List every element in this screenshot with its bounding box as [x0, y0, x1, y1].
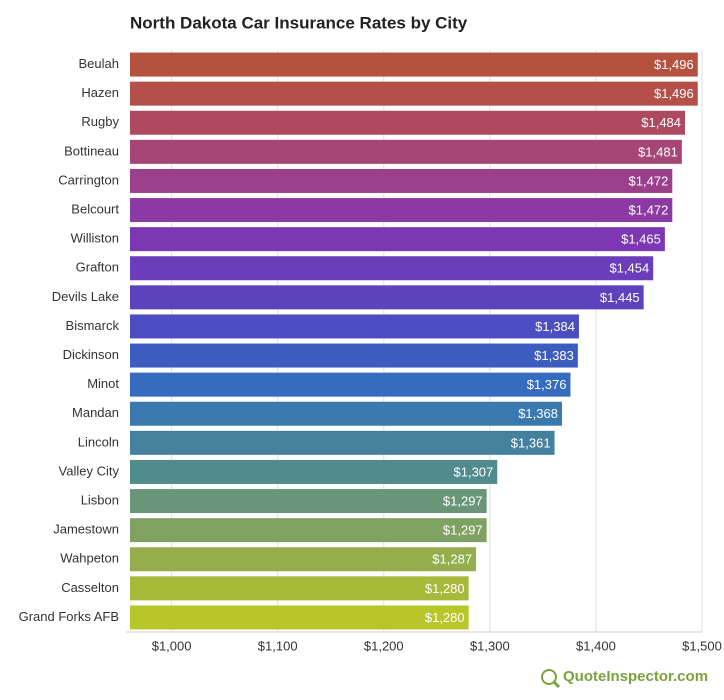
y-tick-label: Minot [87, 376, 119, 391]
y-tick-label: Williston [71, 231, 119, 246]
y-tick-label: Grand Forks AFB [19, 609, 119, 624]
bar [130, 401, 562, 426]
bar [130, 372, 571, 397]
y-tick-label: Jamestown [53, 522, 119, 537]
bar [130, 518, 487, 543]
bar [130, 168, 673, 193]
y-tick-label: Grafton [76, 260, 119, 275]
bar [130, 547, 477, 572]
value-label: $1,376 [527, 377, 567, 392]
value-label: $1,472 [629, 202, 669, 217]
value-label: $1,280 [425, 581, 465, 596]
y-tick-label: Belcourt [71, 201, 119, 216]
value-label: $1,445 [600, 290, 640, 305]
value-label: $1,307 [454, 464, 494, 479]
value-label: $1,496 [654, 86, 694, 101]
value-label: $1,280 [425, 610, 465, 625]
bar [130, 81, 698, 106]
x-tick-label: $1,300 [470, 638, 510, 653]
bar [130, 110, 686, 135]
value-label: $1,472 [629, 173, 669, 188]
value-label: $1,454 [609, 261, 649, 276]
y-tick-label: Beulah [79, 56, 119, 71]
bar [130, 489, 487, 514]
bar [130, 256, 654, 281]
value-label: $1,496 [654, 57, 694, 72]
logo-icon [552, 680, 561, 689]
source: QuoteInspector.com [563, 668, 708, 685]
value-label: $1,361 [511, 435, 551, 450]
bar [130, 605, 469, 630]
bar [130, 139, 682, 164]
x-tick-label: $1,400 [576, 638, 616, 653]
bar [130, 198, 673, 223]
value-label: $1,484 [641, 115, 681, 130]
y-tick-label: Lincoln [78, 434, 119, 449]
chart-title: North Dakota Car Insurance Rates by City [130, 13, 468, 32]
y-tick-label: Carrington [58, 172, 119, 187]
bar [130, 576, 469, 601]
y-tick-label: Hazen [81, 85, 119, 100]
bar [130, 343, 578, 368]
value-label: $1,384 [535, 319, 575, 334]
value-label: $1,383 [534, 348, 574, 363]
value-label: $1,481 [638, 144, 678, 159]
source-logo: QuoteInspector.com [541, 668, 708, 689]
y-tick-label: Mandan [72, 405, 119, 420]
bar [130, 285, 644, 310]
bar [130, 430, 555, 455]
y-tick-label: Casselton [61, 580, 119, 595]
x-tick-label: $1,100 [258, 638, 298, 653]
y-tick-label: Bottineau [64, 143, 119, 158]
bar [130, 314, 579, 339]
value-label: $1,368 [518, 406, 558, 421]
y-tick-label: Dickinson [63, 347, 119, 362]
y-tick-label: Wahpeton [60, 551, 119, 566]
x-tick-label: $1,000 [152, 638, 192, 653]
y-tick-label: Bismarck [66, 318, 120, 333]
bar [130, 459, 498, 484]
bar [130, 227, 665, 252]
y-tick-label: Devils Lake [52, 289, 119, 304]
y-tick-label: Rugby [81, 114, 119, 129]
y-tick-label: Valley City [59, 463, 120, 478]
bar [130, 52, 698, 77]
y-tick-label: Lisbon [81, 492, 119, 507]
value-label: $1,287 [432, 552, 472, 567]
value-label: $1,297 [443, 523, 483, 538]
x-tick-label: $1,200 [364, 638, 404, 653]
value-label: $1,465 [621, 232, 661, 247]
value-label: $1,297 [443, 493, 483, 508]
x-tick-label: $1,500 [682, 638, 722, 653]
logo-icon [541, 669, 557, 685]
